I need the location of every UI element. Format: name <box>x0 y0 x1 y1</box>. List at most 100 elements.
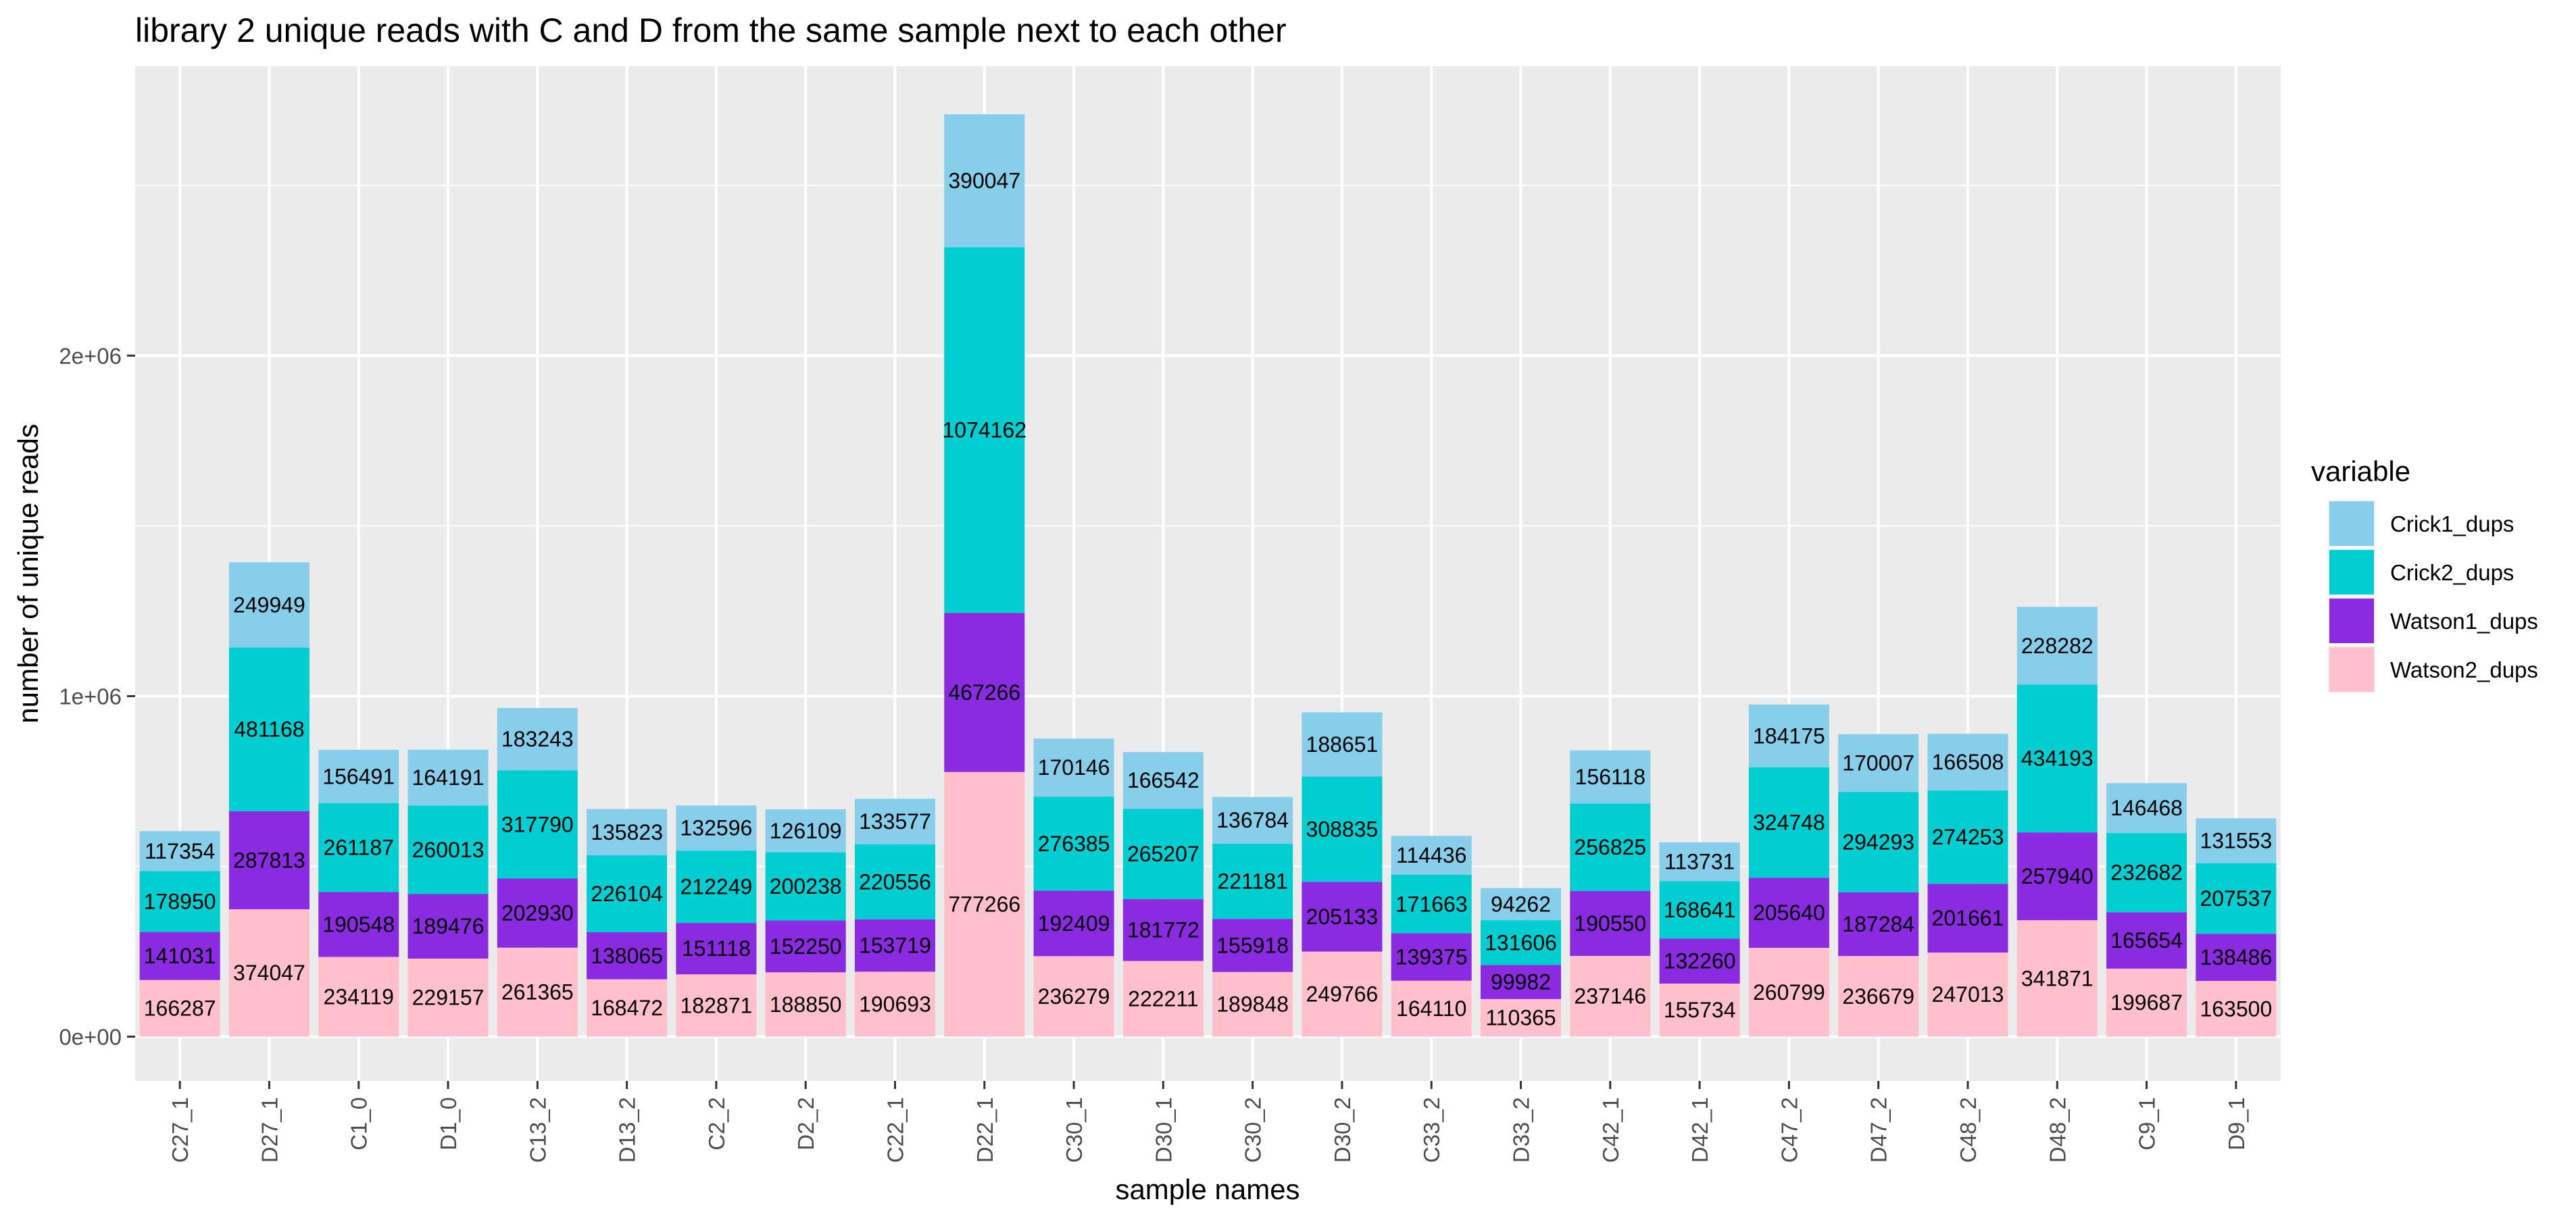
bar-Watson2_dups-C2_2 <box>676 974 757 1037</box>
bar-label: 155918 <box>1216 933 1289 957</box>
bar-label: 236279 <box>1038 984 1110 1009</box>
bar-Watson2_dups-D30_1 <box>1122 961 1204 1037</box>
bar-label: 146468 <box>2110 796 2183 820</box>
y-tick-label: 1e+06 <box>59 684 122 709</box>
bar-Crick2_dups-C33_2 <box>1391 874 1472 934</box>
bar-label: 132596 <box>680 816 753 840</box>
bar-label: 317790 <box>501 812 574 836</box>
bar-label: 99982 <box>1491 970 1551 994</box>
bar-label: 202930 <box>501 901 574 926</box>
legend-swatch-Crick2_dups <box>2329 550 2374 594</box>
bar-Watson2_dups-C9_1 <box>2106 968 2187 1037</box>
bar-Crick1_dups-D30_2 <box>1302 712 1383 777</box>
bar-label: 261365 <box>501 980 574 1005</box>
bar-label: 324748 <box>1753 811 1825 835</box>
x-tick-label: D22_1 <box>972 1097 997 1163</box>
bar-Watson2_dups-D47_2 <box>1838 956 1919 1037</box>
bar-Crick2_dups-D22_1 <box>944 247 1025 613</box>
bar-label: 294293 <box>1842 830 1914 855</box>
bar-label: 374047 <box>233 961 305 985</box>
bar-label: 308835 <box>1306 817 1379 841</box>
bar-label: 110365 <box>1485 1006 1556 1030</box>
bar-Crick1_dups-D1_0 <box>407 749 489 806</box>
bar-Watson2_dups-D30_2 <box>1302 951 1383 1037</box>
bar-label: 221181 <box>1217 869 1287 893</box>
x-tick-label: D30_1 <box>1151 1097 1176 1163</box>
bar-Watson1_dups-D42_1 <box>1659 938 1740 984</box>
x-tick-label: C22_1 <box>883 1097 908 1163</box>
legend-title: variable <box>2311 455 2410 487</box>
bar-Watson1_dups-D13_2 <box>587 932 668 980</box>
bar-Watson2_dups-D33_2 <box>1480 998 1562 1037</box>
bar-Crick1_dups-C22_1 <box>854 799 936 844</box>
bar-label: 170146 <box>1038 755 1110 780</box>
y-axis: 0e+00 1e+06 2e+06 <box>59 343 135 1049</box>
bar-label: 155734 <box>1664 998 1736 1022</box>
bar-Crick1_dups-C2_2 <box>676 805 757 851</box>
y-axis-title: number of unique reads <box>12 424 44 724</box>
bar-label: 222211 <box>1128 986 1198 1011</box>
bar-Crick1_dups-D9_1 <box>2196 818 2277 863</box>
bar-label: 168472 <box>591 996 663 1020</box>
bar-Crick1_dups-C48_2 <box>1927 734 2008 791</box>
bar-Watson1_dups-C13_2 <box>497 878 578 948</box>
bar-label: 187284 <box>1842 912 1914 936</box>
bar-Crick1_dups-C27_1 <box>139 831 220 871</box>
bar-Watson2_dups-D13_2 <box>587 979 668 1037</box>
bar-Watson2_dups-C47_2 <box>1748 948 1829 1037</box>
bar-Crick2_dups-D33_2 <box>1480 920 1562 965</box>
bar-label: 265207 <box>1127 842 1199 866</box>
x-tick-label: C30_2 <box>1241 1097 1266 1163</box>
x-tick-label: C33_2 <box>1419 1097 1444 1163</box>
bar-labels: 166287 141031 178950 117354 374047 287813 4811… <box>144 168 2272 1030</box>
bar-label: 166508 <box>1932 750 2004 774</box>
x-axis-title: sample names <box>1115 1173 1299 1205</box>
bar-label: 190548 <box>322 912 395 936</box>
x-tick-label: C47_2 <box>1777 1097 1802 1163</box>
bar-label: 287813 <box>233 848 305 872</box>
bar-Crick2_dups-D27_1 <box>228 647 309 811</box>
bar-label: 178950 <box>144 889 216 913</box>
bar-Crick1_dups-D33_2 <box>1480 888 1562 921</box>
bar-Crick1_dups-C30_1 <box>1033 738 1114 797</box>
bar-Watson2_dups-D42_1 <box>1659 983 1740 1037</box>
bar-label: 200238 <box>770 874 842 898</box>
chart-title: library 2 unique reads with C and D from… <box>135 11 1287 49</box>
bar-label: 249766 <box>1306 982 1379 1007</box>
bar-label: 151118 <box>682 936 751 961</box>
bar-label: 135823 <box>591 820 663 844</box>
bar-label: 132260 <box>1664 949 1736 973</box>
bar-Watson2_dups-D27_1 <box>228 909 309 1037</box>
x-tick-label: C27_1 <box>168 1097 193 1163</box>
bar-Crick2_dups-C2_2 <box>676 851 757 923</box>
legend-swatch-Watson1_dups <box>2329 599 2374 643</box>
bar-Watson1_dups-C27_1 <box>139 932 220 980</box>
bar-Watson1_dups-D9_1 <box>2196 934 2277 982</box>
bar-label: 164191 <box>412 765 485 790</box>
bar-label: 274253 <box>1932 825 2004 849</box>
bar-label: 163500 <box>2200 996 2272 1021</box>
bar-Watson2_dups-D48_2 <box>2016 920 2098 1037</box>
bar-Crick2_dups-C47_2 <box>1748 767 1829 878</box>
bar-Crick2_dups-C42_1 <box>1570 803 1651 891</box>
bar-Watson1_dups-C48_2 <box>1927 884 2008 953</box>
bar-Watson1_dups-D30_2 <box>1302 882 1383 952</box>
bar-label: 156118 <box>1575 765 1645 789</box>
bar-Crick2_dups-C30_2 <box>1212 843 1293 919</box>
bar-label: 166542 <box>1127 768 1199 792</box>
bar-label: 182871 <box>680 993 753 1017</box>
bar-Crick1_dups-D2_2 <box>765 809 846 853</box>
bar-label: 94262 <box>1491 892 1551 916</box>
bar-Crick2_dups-C13_2 <box>497 770 578 879</box>
bar-Crick1_dups-C9_1 <box>2106 783 2187 834</box>
bar-label: 165654 <box>2110 928 2183 953</box>
legend-label: Crick1_dups <box>2390 511 2514 536</box>
bar-label: 168641 <box>1664 898 1736 922</box>
bar-label: 234119 <box>324 984 394 1009</box>
bar-Crick1_dups-C30_2 <box>1212 796 1293 844</box>
bar-Crick2_dups-C30_1 <box>1033 796 1114 891</box>
bar-label: 212249 <box>680 875 753 899</box>
bar-label: 199687 <box>2110 990 2183 1015</box>
bar-label: 117354 <box>145 839 215 863</box>
